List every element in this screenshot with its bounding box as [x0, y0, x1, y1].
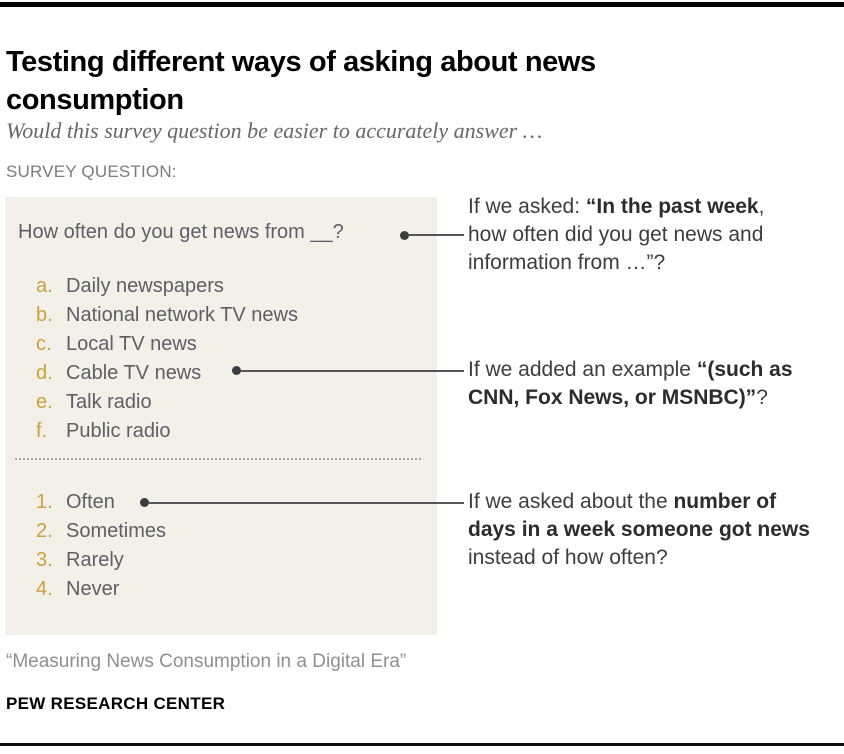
- option-marker: 1.: [36, 491, 53, 513]
- option-label: Talk radio: [66, 391, 152, 413]
- option-row: 2. Sometimes: [36, 517, 166, 546]
- option-label: Public radio: [66, 420, 171, 442]
- option-label: Often: [66, 491, 115, 513]
- annotation-text: how often did you get news and: [468, 223, 764, 246]
- brand-name: PEW RESEARCH CENTER: [6, 694, 226, 713]
- annotation-line: If we asked: “In the past week,: [468, 193, 842, 221]
- option-marker: f.: [36, 420, 48, 442]
- option-marker: a.: [36, 275, 53, 297]
- top-rule: [0, 2, 844, 7]
- dotted-divider: [15, 458, 421, 460]
- annotation-text-bold: days in a week someone got news: [468, 518, 810, 541]
- annotation-line: CNN, Fox News, or MSNBC)”?: [468, 384, 842, 412]
- option-label: Daily newspapers: [66, 275, 224, 297]
- option-row: a. Daily newspapers: [36, 272, 298, 301]
- survey-question-box: [5, 197, 437, 635]
- annotation-text: instead of how often?: [468, 546, 668, 569]
- annotation-text-bold: CNN, Fox News, or MSNBC)”: [468, 386, 757, 409]
- option-marker: d.: [36, 362, 53, 384]
- option-marker: 3.: [36, 549, 53, 571]
- connector-dot-cable-tv: [232, 366, 241, 375]
- source-citation: “Measuring News Consumption in a Digital…: [6, 651, 407, 672]
- option-row: b. National network TV news: [36, 301, 298, 330]
- numbered-option-list: 1. Often 2. Sometimes 3. Rarely 4. Never: [36, 488, 166, 604]
- option-marker: 2.: [36, 520, 53, 542]
- option-marker: e.: [36, 391, 53, 413]
- option-label: Cable TV news: [66, 362, 202, 384]
- annotation-example-networks: If we added an example “(such as CNN, Fox…: [468, 356, 842, 412]
- connector-line-cable-tv: [240, 370, 464, 372]
- annotation-text: If we added an example: [468, 358, 697, 381]
- option-label: National network TV news: [66, 304, 298, 326]
- annotation-text: ,: [758, 195, 765, 218]
- annotation-line: days in a week someone got news: [468, 516, 842, 544]
- bottom-rule: [0, 743, 844, 746]
- option-row: 4. Never: [36, 575, 166, 604]
- option-row: d. Cable TV news: [36, 359, 298, 388]
- annotation-text-bold: “In the past week: [585, 195, 759, 218]
- annotation-line: If we added an example “(such as: [468, 356, 842, 384]
- connector-dot-often: [140, 498, 149, 507]
- option-label: Never: [66, 578, 120, 600]
- survey-question-text: How often do you get news from __?: [18, 221, 344, 243]
- annotation-line: how often did you get news and: [468, 221, 842, 249]
- option-label: Local TV news: [66, 333, 197, 355]
- option-marker: b.: [36, 304, 53, 326]
- connector-line-question: [408, 234, 464, 236]
- option-row: f. Public radio: [36, 417, 298, 446]
- option-marker: c.: [36, 333, 52, 355]
- section-label: SURVEY QUESTION:: [6, 162, 177, 181]
- subtitle: Would this survey question be easier to …: [6, 118, 543, 143]
- option-row: e. Talk radio: [36, 388, 298, 417]
- lettered-option-list: a. Daily newspapers b. National network TV …: [36, 272, 298, 446]
- option-row: 1. Often: [36, 488, 166, 517]
- option-row: c. Local TV news: [36, 330, 298, 359]
- annotation-text: If we asked about the: [468, 490, 674, 513]
- annotation-line: instead of how often?: [468, 544, 842, 572]
- annotation-text: information from …”?: [468, 251, 666, 274]
- annotation-past-week: If we asked: “In the past week, how often…: [468, 193, 842, 277]
- annotation-days-per-week: If we asked about the number of days in a…: [468, 488, 842, 572]
- page-title: Testing different ways of asking about n…: [6, 46, 596, 117]
- annotation-line: information from …”?: [468, 249, 842, 277]
- annotation-text-bold: “(such as: [696, 358, 793, 381]
- annotation-text: If we asked:: [468, 195, 586, 218]
- option-marker: 4.: [36, 578, 53, 600]
- annotation-line: If we asked about the number of: [468, 488, 842, 516]
- option-label: Rarely: [66, 549, 124, 571]
- annotation-text: ?: [756, 386, 768, 409]
- option-label: Sometimes: [66, 520, 167, 542]
- option-row: 3. Rarely: [36, 546, 166, 575]
- connector-dot-question: [400, 231, 409, 240]
- annotation-text-bold: number of: [673, 490, 777, 513]
- connector-line-often: [148, 502, 464, 504]
